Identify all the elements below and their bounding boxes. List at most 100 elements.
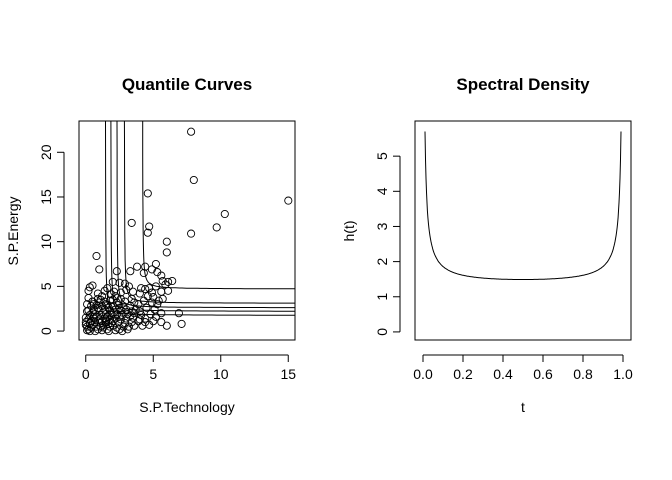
scatter-point <box>119 302 128 311</box>
x-tick-label: 5 <box>149 366 157 382</box>
x-tick-label: 0.4 <box>493 366 513 382</box>
scatter-point <box>139 296 148 305</box>
y-tick-label: 2 <box>374 258 390 266</box>
scatter-point <box>164 286 173 295</box>
scatter-point <box>107 290 116 299</box>
scatter-point <box>120 297 129 306</box>
y-axis: 0 1 2 3 4 5 <box>374 152 401 336</box>
scatter-point <box>108 277 117 286</box>
x-axis: 0.0 0.2 0.4 0.6 0.8 1.0 <box>413 354 633 382</box>
x-tick-label: 1.0 <box>613 366 633 382</box>
scatter-point <box>115 278 124 287</box>
y-axis-label: S.P.Energy <box>5 196 21 265</box>
x-tick-label: 0.0 <box>413 366 433 382</box>
plot-frame <box>414 120 632 341</box>
scatter-point <box>145 222 154 231</box>
scatter-point <box>187 229 196 238</box>
scatter-point <box>92 312 101 321</box>
scatter-point <box>154 296 163 305</box>
scatter-point <box>101 300 111 309</box>
y-axis-label: h(t) <box>341 221 357 242</box>
scatter-point <box>87 317 96 326</box>
scatter-point <box>151 312 160 321</box>
scatter-point <box>103 325 112 334</box>
scatter-point <box>116 288 125 297</box>
scatter-point <box>157 271 166 280</box>
quantile-curves-panel: Quantile Curves 0 5 10 15 0 5 10 15 20 S.P.Tech… <box>5 75 296 415</box>
y-tick-label: 15 <box>38 189 54 205</box>
scatter-point <box>108 321 117 330</box>
scatter-point <box>174 309 183 318</box>
scatter-point <box>115 312 124 321</box>
scatter-point <box>95 265 104 274</box>
y-tick-label: 0 <box>38 327 54 335</box>
scatter-point <box>99 308 108 317</box>
scatter-point <box>162 248 171 257</box>
y-axis: 0 5 10 15 20 <box>38 144 65 335</box>
plot-frame <box>78 120 296 341</box>
y-tick-label: 10 <box>38 234 54 250</box>
scatter-point <box>147 288 156 297</box>
density-line <box>424 131 622 280</box>
scatter-point <box>220 209 229 219</box>
scatter-point <box>93 325 102 334</box>
scatter-point <box>151 259 160 269</box>
scatter-point <box>153 300 162 309</box>
scatter-point <box>168 276 177 286</box>
plot-area <box>414 120 632 341</box>
scatter-point <box>81 318 90 327</box>
scatter-point <box>118 310 127 320</box>
quantile-curve <box>123 120 295 304</box>
scatter-point <box>128 287 138 296</box>
scatter-point <box>103 284 112 293</box>
y-tick-label: 4 <box>374 187 390 195</box>
chart-title: Quantile Curves <box>122 75 252 94</box>
scatter-point <box>157 318 166 327</box>
x-tick-label: 0.8 <box>573 366 593 382</box>
scatter-point <box>130 298 139 307</box>
scatter-point <box>115 303 124 312</box>
scatter-point <box>119 322 128 331</box>
scatter-point <box>89 300 98 309</box>
scatter-point <box>284 196 293 205</box>
scatter-point <box>162 237 171 246</box>
scatter-point <box>127 307 136 316</box>
scatter-point <box>135 307 144 316</box>
x-tick-label: 10 <box>213 366 229 382</box>
scatter-point <box>142 303 151 312</box>
scatter-point <box>141 318 150 327</box>
scatter-point <box>83 322 92 331</box>
scatter-point <box>137 284 146 293</box>
chart-title: Spectral Density <box>456 75 590 94</box>
scatter-point <box>158 294 167 303</box>
scatter-point <box>139 268 148 278</box>
scatter-point <box>143 189 152 198</box>
scatter-point <box>107 309 116 318</box>
scatter-point <box>157 287 166 296</box>
scatter-point <box>96 322 105 331</box>
x-axis-label: t <box>521 399 525 415</box>
scatter-points <box>81 127 293 336</box>
scatter-point <box>92 251 101 261</box>
scatter-point <box>127 218 136 227</box>
x-tick-label: 0.2 <box>453 366 473 382</box>
quantile-curve <box>142 120 295 290</box>
x-tick-label: 15 <box>280 366 296 382</box>
scatter-point <box>112 298 121 307</box>
scatter-point <box>133 262 142 271</box>
scatter-point <box>162 321 171 330</box>
quantile-curve <box>105 120 295 316</box>
scatter-point <box>88 320 97 329</box>
scatter-point <box>177 319 186 328</box>
scatter-point <box>147 265 156 274</box>
scatter-point <box>146 310 155 319</box>
scatter-point <box>108 295 117 304</box>
scatter-point <box>126 267 135 276</box>
scatter-point <box>89 312 98 321</box>
scatter-point <box>93 289 102 298</box>
y-tick-label: 5 <box>38 282 54 290</box>
scatter-point <box>135 289 144 298</box>
scatter-point <box>88 308 97 317</box>
scatter-point <box>84 306 93 315</box>
